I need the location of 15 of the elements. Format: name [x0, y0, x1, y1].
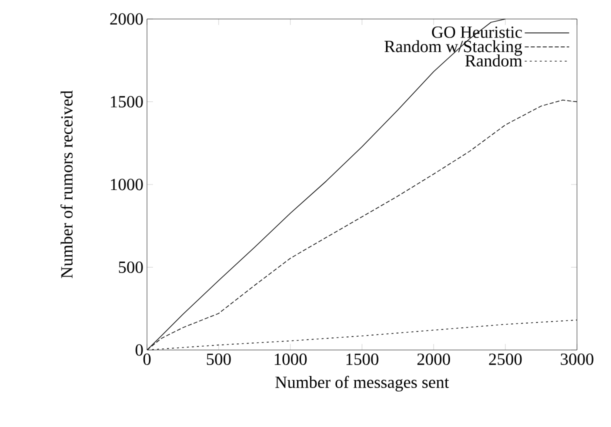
y-tick-label: 1500: [110, 96, 143, 108]
y-tick-label: 0: [136, 344, 143, 356]
x-tick-label: 1500: [346, 354, 378, 365]
x-tick-label: 2500: [489, 354, 522, 365]
x-axis-title: Number of messages sent: [275, 376, 449, 392]
x-tick-label: 3000: [560, 354, 594, 365]
y-tick-label: 500: [118, 262, 143, 273]
y-tick-label: 1000: [110, 178, 143, 190]
x-tick-label: 1000: [274, 354, 307, 365]
x-tick-label: 0: [143, 354, 151, 365]
legend-label: Random: [465, 54, 522, 67]
x-tick-label: 2000: [417, 354, 450, 365]
x-tick-label: 500: [206, 354, 231, 365]
y-tick-label: 2000: [110, 13, 143, 25]
y-axis-title: Number of rumors received: [60, 90, 73, 278]
